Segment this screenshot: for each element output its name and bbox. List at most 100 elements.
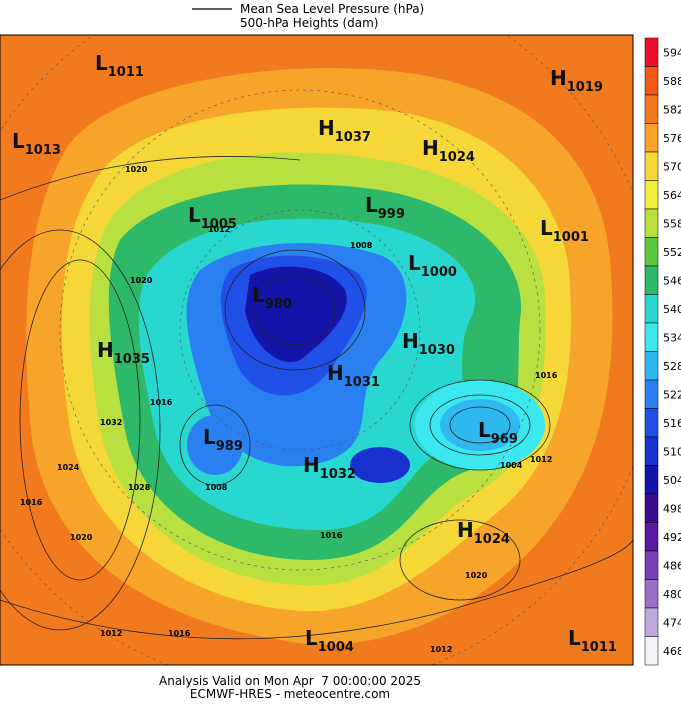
colorbar-label: 570: [663, 160, 681, 173]
center-value: 1030: [419, 343, 455, 358]
pressure-center: L1011: [568, 626, 617, 655]
center-kind: H: [97, 338, 114, 362]
colorbar-label: 510: [663, 445, 681, 458]
center-value: 1011: [581, 640, 617, 655]
center-value: 989: [216, 439, 243, 454]
center-value: 1005: [201, 217, 237, 232]
center-kind: L: [188, 203, 201, 227]
pressure-center: L1011: [95, 51, 144, 80]
center-value: 1013: [25, 143, 61, 158]
color-swatch: [644, 436, 659, 466]
center-kind: H: [422, 136, 439, 160]
pressure-center: L1001: [540, 216, 589, 245]
map: [0, 35, 633, 665]
isobar-label: 1024: [57, 463, 80, 472]
color-swatch: [644, 607, 659, 637]
center-value: 1001: [553, 230, 589, 245]
color-swatch: [644, 579, 659, 609]
colorbar-label: 492: [663, 531, 681, 544]
color-swatch: [644, 550, 659, 580]
colorbar-label: 522: [663, 388, 681, 401]
legend-item: 500-hPa Heights (dam): [240, 16, 378, 30]
center-kind: L: [365, 193, 378, 217]
color-swatch: [644, 522, 659, 552]
color-swatch: [644, 493, 659, 523]
isobar-label: 1020: [130, 276, 153, 285]
isobar-label: 1020: [465, 571, 488, 580]
center-kind: L: [568, 626, 581, 650]
color-swatch: [644, 322, 659, 352]
colorbar-label: 498: [663, 502, 681, 515]
pressure-center: L989: [203, 425, 243, 454]
pressure-center: L1004: [305, 626, 354, 655]
colorbar-label: 594: [663, 46, 681, 59]
isobar-label: 1012: [430, 645, 452, 654]
center-value: 1024: [474, 532, 510, 547]
center-value: 969: [491, 432, 518, 447]
color-swatch: [644, 379, 659, 409]
pressure-center: H1035: [97, 338, 150, 367]
center-kind: H: [402, 329, 419, 353]
color-swatch: [644, 37, 659, 67]
isobar-label: 1032: [100, 418, 122, 427]
colorbar-label: 546: [663, 274, 681, 287]
center-value: 1019: [567, 80, 603, 95]
colorbar-label: 486: [663, 559, 681, 572]
pressure-center: L999: [365, 193, 405, 222]
colorbar-label: 558: [663, 217, 681, 230]
center-kind: L: [408, 251, 421, 275]
color-swatch: [644, 123, 659, 153]
isobar-label: 1020: [125, 165, 148, 174]
colorbar-label: 588: [663, 75, 681, 88]
center-kind: H: [318, 116, 335, 140]
colorbar-label: 528: [663, 360, 681, 373]
isobar-label: 1016: [20, 498, 43, 507]
color-swatch: [644, 180, 659, 210]
color-swatch: [644, 636, 659, 666]
color-swatch: [644, 265, 659, 295]
pressure-center: H1019: [550, 66, 603, 95]
isobar-label: 1020: [70, 533, 93, 542]
isobar-label: 1028: [128, 483, 151, 492]
center-value: 1035: [114, 352, 150, 367]
colorbar-label: 534: [663, 331, 681, 344]
center-value: 1011: [108, 65, 144, 80]
isobar-label: 1012: [530, 455, 552, 464]
color-swatch: [644, 237, 659, 267]
center-kind: H: [457, 518, 474, 542]
isobar-label: 1016: [150, 398, 173, 407]
center-value: 1000: [421, 265, 457, 280]
map-frame: [0, 34, 634, 666]
color-swatch: [644, 294, 659, 324]
pressure-center: L1000: [408, 251, 457, 280]
pressure-center: H1032: [303, 453, 356, 482]
color-swatch: [644, 208, 659, 238]
pressure-center: H1031: [327, 361, 380, 390]
center-kind: H: [327, 361, 344, 385]
center-kind: H: [303, 453, 320, 477]
isobar-label: 1012: [208, 225, 230, 234]
isobar-label: 1016: [535, 371, 558, 380]
colorbar-label: 582: [663, 103, 681, 116]
center-kind: L: [478, 418, 491, 442]
center-value: 999: [378, 207, 405, 222]
pressure-center: H1030: [402, 329, 455, 358]
isobar-label: 1012: [100, 629, 122, 638]
color-swatch: [644, 94, 659, 124]
center-kind: L: [305, 626, 318, 650]
pressure-center: L969: [478, 418, 518, 447]
colorbar-label: 540: [663, 303, 681, 316]
pressure-center: H1024: [422, 136, 475, 165]
isobar-label: 1016: [320, 531, 343, 540]
center-value: 1004: [318, 640, 354, 655]
center-value: 1031: [344, 375, 380, 390]
colorbar-label: 480: [663, 588, 681, 601]
color-swatch: [644, 66, 659, 96]
color-swatch: [644, 408, 659, 438]
pressure-center: H1024: [457, 518, 510, 547]
pressure-center: L980: [252, 283, 292, 312]
isobar-label: 1008: [350, 241, 373, 250]
isobar-label: 1016: [168, 629, 191, 638]
center-value: 1024: [439, 150, 475, 165]
